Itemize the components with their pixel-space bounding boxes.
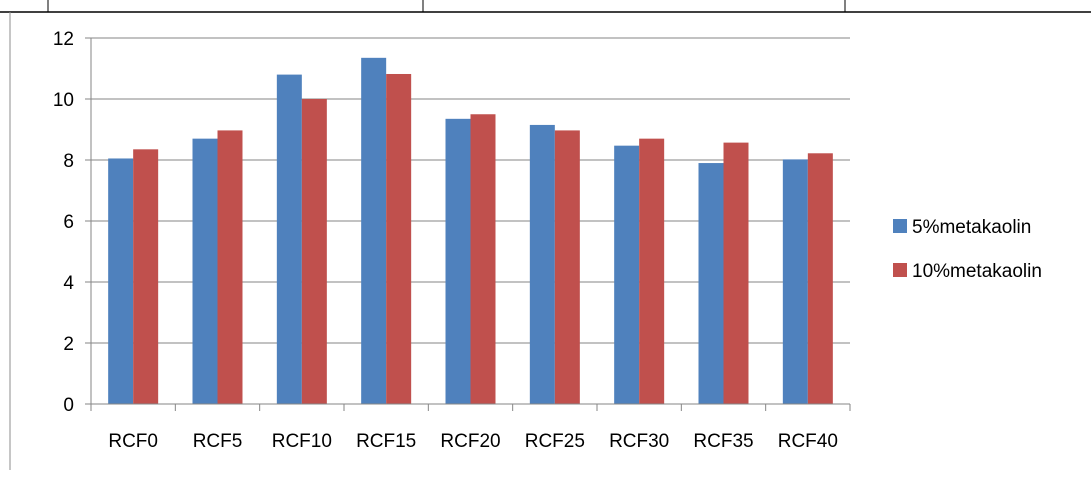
legend-swatch bbox=[893, 263, 907, 277]
axes: 0 2 4 6 8 10 12 RCF0 RCF5 RCF10 RCF15 RCF20 RCF25 RCF… bbox=[53, 29, 851, 452]
x-tick-label: RCF5 bbox=[193, 431, 243, 452]
legend-label: 5%metakaolin bbox=[912, 217, 1031, 238]
x-tick-label: RCF0 bbox=[108, 431, 158, 452]
bar-series1-rcf20 bbox=[445, 118, 471, 404]
bar-series1-rcf25 bbox=[529, 124, 555, 405]
bar-series2-rcf15 bbox=[386, 73, 412, 405]
bar-series2-rcf5 bbox=[217, 130, 243, 405]
bar-series2-rcf0 bbox=[133, 149, 159, 404]
bar-series2-rcf10 bbox=[301, 99, 327, 404]
y-tick-label: 0 bbox=[63, 395, 74, 416]
y-tick-label: 2 bbox=[63, 334, 74, 355]
x-tick-label: RCF10 bbox=[272, 431, 332, 452]
x-tick-label: RCF25 bbox=[525, 431, 585, 452]
bar-series2-rcf25 bbox=[554, 130, 580, 405]
x-tick-label: RCF20 bbox=[440, 431, 500, 452]
x-tick-label: RCF35 bbox=[693, 431, 753, 452]
y-tick-label: 10 bbox=[53, 90, 74, 111]
bar-series2-rcf20 bbox=[470, 114, 496, 404]
bar-series1-rcf10 bbox=[276, 74, 302, 404]
x-tick-label: RCF30 bbox=[609, 431, 669, 452]
y-tick-label: 4 bbox=[63, 273, 74, 294]
bar-series1-rcf35 bbox=[698, 163, 724, 404]
x-tick-label: RCF15 bbox=[356, 431, 416, 452]
legend-swatch bbox=[893, 219, 907, 233]
y-tick-label: 12 bbox=[53, 29, 74, 50]
bar-series1-rcf15 bbox=[361, 57, 387, 404]
y-tick-label: 8 bbox=[63, 151, 74, 172]
bar-series1-rcf5 bbox=[192, 138, 218, 404]
x-tick-label: RCF40 bbox=[778, 431, 838, 452]
bar-series1-rcf0 bbox=[108, 158, 134, 404]
bar-series1-rcf30 bbox=[614, 145, 640, 405]
bar-series2-rcf30 bbox=[639, 138, 665, 404]
bars bbox=[108, 57, 833, 405]
y-tick-label: 6 bbox=[63, 212, 74, 233]
legend: 5%metakaolin 10%metakaolin bbox=[893, 217, 1042, 282]
bar-series1-rcf40 bbox=[782, 159, 808, 404]
legend-label: 10%metakaolin bbox=[912, 261, 1042, 282]
bar-series2-rcf35 bbox=[723, 142, 749, 405]
bar-series2-rcf40 bbox=[807, 153, 833, 404]
